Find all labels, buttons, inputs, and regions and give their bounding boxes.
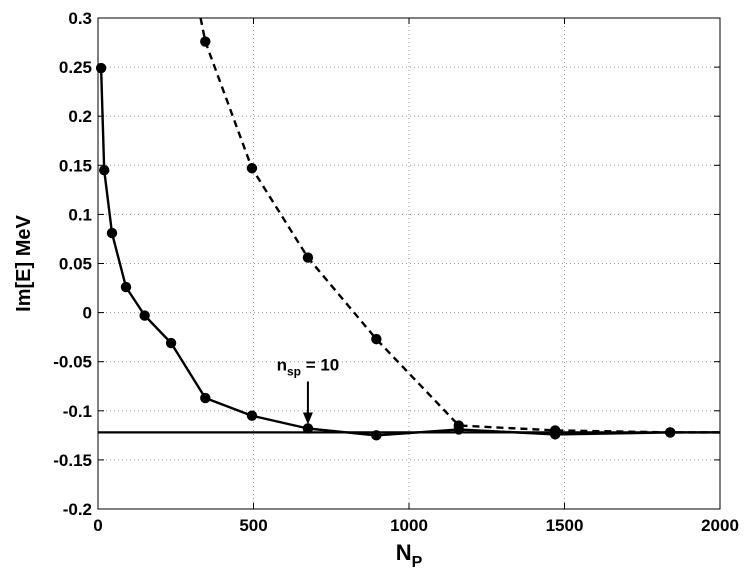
x-axis-label-subscript: P	[412, 554, 423, 571]
annotation-subscript: sp	[287, 364, 301, 378]
y-tick-label: 0.2	[68, 107, 92, 126]
y-tick-label: -0.15	[53, 451, 92, 470]
marker-layer	[95, 36, 676, 441]
solid-data-point	[302, 423, 314, 434]
solid-data-point	[106, 227, 118, 239]
y-tick-label: 0.3	[68, 9, 92, 28]
solid-data-point	[165, 337, 177, 349]
dashed-data-point	[371, 333, 382, 345]
solid-data-point	[139, 310, 150, 321]
solid-data-point	[371, 430, 382, 441]
solid-data-point	[120, 281, 132, 293]
x-tick-label: 500	[239, 516, 267, 535]
dashed-data-point	[453, 420, 464, 431]
dashed-data-point	[302, 252, 314, 263]
x-tick-label: 1000	[390, 516, 428, 535]
y-axis-label: Im[E] MeV	[13, 215, 35, 312]
y-tick-label: 0.25	[59, 58, 92, 77]
annotation-suffix: = 10	[301, 355, 339, 374]
grid	[98, 18, 720, 509]
y-tick-label: 0.05	[59, 255, 92, 274]
x-tick-label: 2000	[701, 516, 739, 535]
series-dashed-line	[199, 17, 720, 434]
series-layer	[99, 17, 720, 437]
y-tick-label: -0.05	[53, 353, 92, 372]
solid-data-point	[95, 62, 107, 74]
solid-data-point	[246, 410, 258, 421]
annotation-arrow-head	[302, 412, 313, 425]
x-tick-label: 0	[93, 516, 102, 535]
x-tick-label: 1500	[546, 516, 584, 535]
y-tick-label: -0.1	[63, 402, 92, 421]
series-solid-line	[99, 68, 720, 437]
dashed-data-point	[549, 425, 561, 436]
solid-data-point	[99, 165, 110, 176]
y-tick-label: -0.2	[63, 500, 92, 519]
annotation-text: nsp = 10	[277, 355, 340, 378]
tick-layer: 0 500 1000 1500 2000 -0.2 -0.15 -0.1 -0.05 0 0.05 0…	[53, 9, 739, 535]
dashed-data-point	[246, 163, 258, 174]
dashed-data-point	[200, 36, 211, 47]
y-tick-label: 0.1	[68, 205, 92, 224]
x-axis-label-base: N	[396, 540, 412, 565]
y-tick-label: 0	[83, 304, 92, 323]
annotation-base: n	[277, 355, 287, 374]
dashed-data-point	[665, 427, 676, 438]
x-axis-label: NP	[396, 540, 423, 571]
y-tick-label: 0.15	[59, 156, 92, 175]
solid-data-point	[200, 392, 211, 404]
annotation-nsp: nsp = 10	[277, 355, 340, 425]
